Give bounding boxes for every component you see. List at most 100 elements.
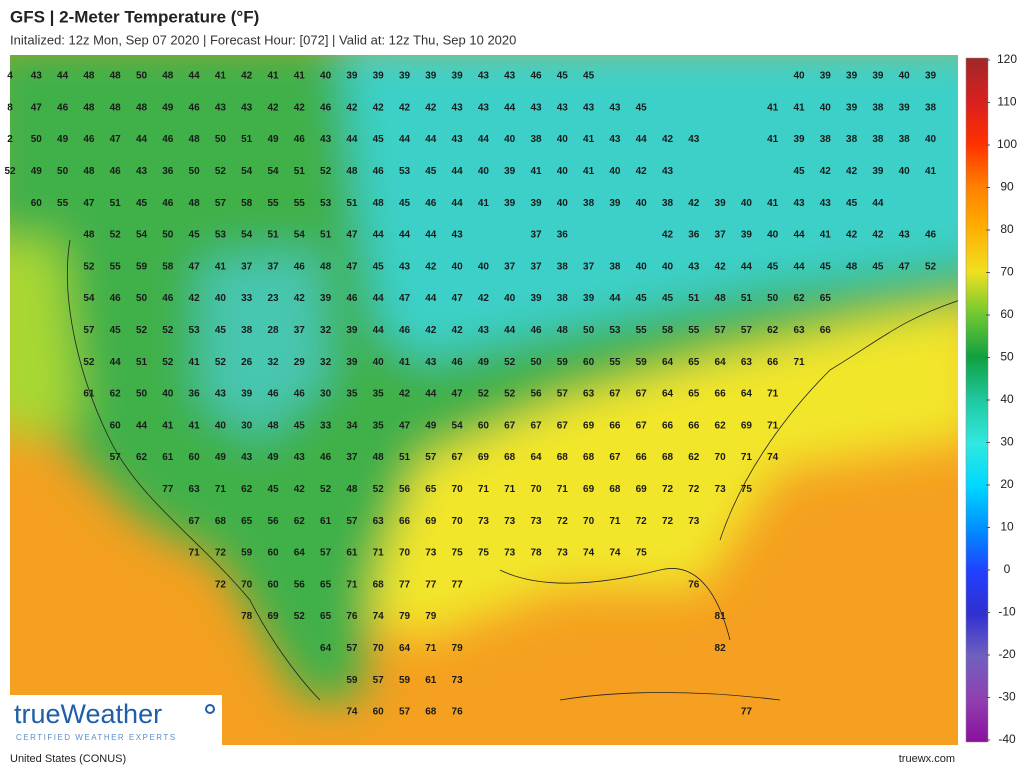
temperature-label: 66 bbox=[609, 420, 621, 431]
colorbar-tick-label: 80 bbox=[1000, 222, 1014, 236]
temperature-label: 54 bbox=[241, 166, 253, 177]
temperature-label: 42 bbox=[425, 325, 437, 336]
temperature-label: 71 bbox=[741, 452, 753, 463]
colorbar-tick-label: 40 bbox=[1000, 392, 1014, 406]
temperature-label: 45 bbox=[294, 420, 306, 431]
temperature-label: 44 bbox=[609, 293, 621, 304]
temperature-label: 42 bbox=[425, 102, 437, 113]
temperature-label: 43 bbox=[899, 230, 911, 241]
temperature-label: 40 bbox=[373, 357, 385, 368]
temperature-label: 73 bbox=[504, 516, 516, 527]
temperature-label: 68 bbox=[609, 484, 621, 495]
temperature-label: 68 bbox=[662, 452, 674, 463]
temperature-label: 64 bbox=[662, 389, 674, 400]
temperature-label: 61 bbox=[425, 675, 437, 686]
temperature-label: 48 bbox=[346, 166, 358, 177]
temperature-label: 43 bbox=[452, 134, 464, 145]
temperature-label: 48 bbox=[110, 102, 122, 113]
temperature-label: 40 bbox=[452, 261, 464, 272]
temperature-label: 64 bbox=[715, 357, 727, 368]
temperature-label: 75 bbox=[741, 484, 753, 495]
temperature-label: 63 bbox=[793, 325, 805, 336]
temperature-label: 76 bbox=[346, 611, 358, 622]
temperature-label: 73 bbox=[530, 516, 542, 527]
temperature-label: 41 bbox=[162, 420, 174, 431]
temperature-label: 68 bbox=[504, 452, 516, 463]
temperature-label: 60 bbox=[110, 420, 122, 431]
temperature-label: 41 bbox=[820, 230, 832, 241]
temperature-label: 46 bbox=[294, 134, 306, 145]
temperature-label: 60 bbox=[31, 198, 43, 209]
temperature-label: 57 bbox=[346, 643, 358, 654]
title: GFS | 2-Meter Temperature (°F) bbox=[10, 7, 259, 26]
temperature-label: 69 bbox=[478, 452, 490, 463]
temperature-label: 46 bbox=[57, 102, 69, 113]
temperature-label: 44 bbox=[452, 166, 464, 177]
temperature-label: 70 bbox=[241, 579, 253, 590]
temperature-label: 45 bbox=[846, 198, 858, 209]
temperature-label: 42 bbox=[452, 325, 464, 336]
temperature-label: 74 bbox=[373, 611, 385, 622]
colorbar-tick-label: -40 bbox=[998, 732, 1016, 746]
temperature-label: 67 bbox=[452, 452, 464, 463]
temperature-label: 51 bbox=[267, 230, 279, 241]
temperature-label: 68 bbox=[557, 452, 569, 463]
temperature-label: 46 bbox=[530, 325, 542, 336]
temperature-label: 32 bbox=[267, 357, 279, 368]
temperature-label: 45 bbox=[399, 198, 411, 209]
temperature-label: 67 bbox=[557, 420, 569, 431]
temperature-label: 46 bbox=[162, 198, 174, 209]
temperature-label: 72 bbox=[557, 516, 569, 527]
temperature-label: 40 bbox=[636, 198, 648, 209]
temperature-label: 63 bbox=[583, 389, 595, 400]
temperature-label: 44 bbox=[373, 230, 385, 241]
colorbar-tick-label: 90 bbox=[1000, 180, 1014, 194]
temperature-label: 48 bbox=[373, 452, 385, 463]
temperature-label: 43 bbox=[688, 134, 700, 145]
temperature-label: 52 bbox=[504, 389, 516, 400]
temperature-label: 66 bbox=[715, 389, 727, 400]
logo-dot bbox=[205, 704, 215, 714]
temperature-label: 46 bbox=[294, 389, 306, 400]
temperature-label: 44 bbox=[872, 198, 884, 209]
temperature-label: 48 bbox=[373, 198, 385, 209]
temperature-label: 40 bbox=[215, 420, 227, 431]
temperature-label: 23 bbox=[267, 293, 279, 304]
temperature-label: 44 bbox=[504, 102, 516, 113]
temperature-label: 39 bbox=[793, 134, 805, 145]
temperature-label: 72 bbox=[215, 579, 227, 590]
temperature-label: 40 bbox=[320, 71, 332, 82]
temperature-label: 57 bbox=[320, 548, 332, 559]
temperature-label: 41 bbox=[267, 71, 279, 82]
temperature-label: 44 bbox=[452, 198, 464, 209]
temperature-label: 62 bbox=[136, 452, 148, 463]
temperature-label: 40 bbox=[636, 261, 648, 272]
colorbar-tick-label: -30 bbox=[998, 690, 1016, 704]
temperature-label: 50 bbox=[136, 293, 148, 304]
temperature-label: 45 bbox=[189, 230, 201, 241]
temperature-label: 37 bbox=[715, 230, 727, 241]
temperature-label: 61 bbox=[346, 548, 358, 559]
colorbar-tick-label: 100 bbox=[997, 137, 1017, 151]
temperature-label: 55 bbox=[57, 198, 69, 209]
temperature-label: 43 bbox=[688, 261, 700, 272]
temperature-label: 48 bbox=[110, 71, 122, 82]
temperature-label: 50 bbox=[215, 134, 227, 145]
temperature-label: 49 bbox=[267, 452, 279, 463]
temperature-label: 56 bbox=[294, 579, 306, 590]
colorbar-tick-label: 60 bbox=[1000, 307, 1014, 321]
temperature-label: 72 bbox=[688, 484, 700, 495]
temperature-label: 71 bbox=[215, 484, 227, 495]
temperature-label: 47 bbox=[346, 230, 358, 241]
temperature-label: 38 bbox=[872, 134, 884, 145]
temperature-label: 75 bbox=[452, 548, 464, 559]
temperature-label: 44 bbox=[425, 134, 437, 145]
temperature-label: 72 bbox=[662, 484, 674, 495]
colorbar-tick-label: 10 bbox=[1000, 520, 1014, 534]
temperature-label: 65 bbox=[320, 579, 332, 590]
logo-box bbox=[10, 695, 222, 745]
temperature-label: 42 bbox=[636, 166, 648, 177]
temperature-label: 46 bbox=[320, 102, 332, 113]
temperature-label: 69 bbox=[636, 484, 648, 495]
